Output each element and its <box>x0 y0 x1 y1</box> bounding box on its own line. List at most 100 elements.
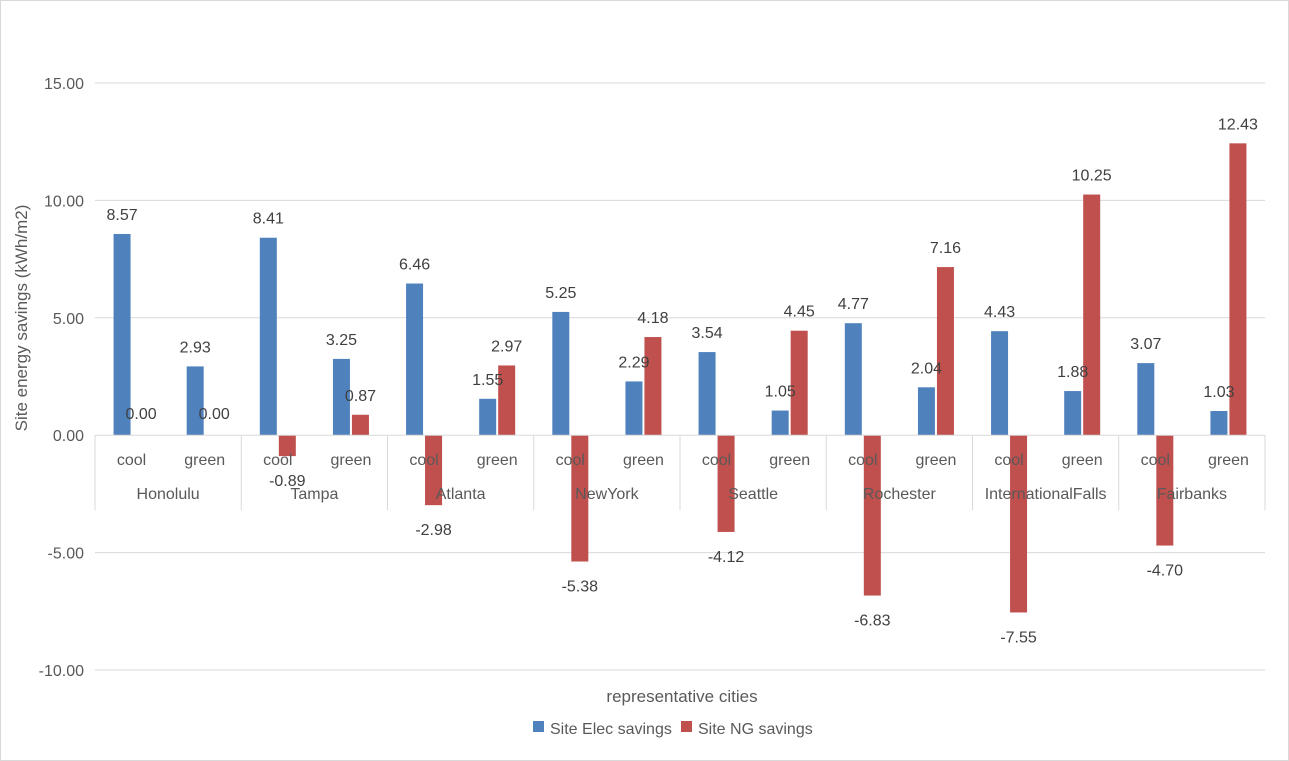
y-tick-label: -5.00 <box>48 546 85 563</box>
bar-ng <box>425 435 443 506</box>
city-label: NewYork <box>575 486 639 503</box>
bar-elec <box>1064 391 1082 436</box>
y-axis-title: Site energy savings (kWh/m2) <box>12 205 31 432</box>
bar-elec <box>552 311 570 436</box>
y-tick-label: 0.00 <box>53 428 84 445</box>
data-label-ng: 10.25 <box>1072 168 1112 185</box>
bar-elec <box>1210 411 1228 436</box>
bar-elec <box>698 352 716 436</box>
data-label-elec: 2.04 <box>911 360 942 377</box>
subcategory-label: cool <box>556 452 585 469</box>
subcategory-label: green <box>769 452 810 469</box>
data-label-ng: 12.43 <box>1218 116 1258 133</box>
subcategory-label: green <box>915 452 956 469</box>
data-label-ng: -2.98 <box>415 522 452 539</box>
data-label-elec: 8.41 <box>253 211 284 228</box>
gridlines <box>95 82 1265 671</box>
bar-ng <box>498 365 516 436</box>
bar-elec <box>917 387 935 436</box>
data-label-ng: 4.18 <box>637 310 668 327</box>
bar-ng <box>644 337 662 436</box>
y-tick-label: 10.00 <box>44 193 84 210</box>
y-tick-label: 15.00 <box>44 76 84 93</box>
data-label-elec: 1.88 <box>1057 364 1088 381</box>
bar-ng <box>278 435 296 457</box>
bar-elec <box>479 398 497 436</box>
data-label-elec: 3.07 <box>1130 336 1161 353</box>
legend-swatch-ng <box>681 721 692 732</box>
data-label-elec: 2.29 <box>618 354 649 371</box>
data-label-ng: -5.38 <box>562 579 599 596</box>
data-label-ng: 2.97 <box>491 338 522 355</box>
bar-elec <box>625 381 643 436</box>
data-label-ng: 7.16 <box>930 240 961 257</box>
subcategory-label: green <box>1208 452 1249 469</box>
bar-elec <box>259 237 277 436</box>
city-label: Seattle <box>728 486 778 503</box>
subcategory-label: green <box>330 452 371 469</box>
subcategory-label: cool <box>1141 452 1170 469</box>
data-label-ng: -7.55 <box>1000 629 1037 646</box>
data-label-ng: 0.00 <box>199 406 230 423</box>
data-label-ng: -0.89 <box>269 473 306 490</box>
bar-ng <box>1010 435 1028 613</box>
bar-ng <box>351 414 369 436</box>
data-label-elec: 3.25 <box>326 332 357 349</box>
data-label-elec: 1.03 <box>1203 384 1234 401</box>
subcategory-label: green <box>623 452 664 469</box>
city-label: Tampa <box>290 486 338 503</box>
bar-elec <box>186 366 204 436</box>
bar-elec <box>771 410 789 436</box>
subcategory-label: cool <box>409 452 438 469</box>
data-label-ng: -4.70 <box>1147 563 1184 580</box>
legend-label-ng: Site NG savings <box>698 721 813 738</box>
data-label-elec: 8.57 <box>106 207 137 224</box>
city-label: Fairbanks <box>1157 486 1227 503</box>
bar-elec <box>113 233 131 436</box>
city-label: Honolulu <box>137 486 200 503</box>
subcategory-label: cool <box>702 452 731 469</box>
y-tick-label: 5.00 <box>53 311 84 328</box>
data-label-ng: -6.83 <box>854 613 891 630</box>
data-label-elec: 1.05 <box>765 384 796 401</box>
bar-elec <box>406 283 424 436</box>
data-label-elec: 6.46 <box>399 257 430 274</box>
bar-ng <box>1156 435 1174 546</box>
bar-ng <box>790 330 808 436</box>
subcategory-label: cool <box>994 452 1023 469</box>
legend-label-elec: Site Elec savings <box>550 721 672 738</box>
bar-elec <box>844 323 862 436</box>
bar-ng <box>863 435 881 596</box>
bar-ng <box>717 435 735 532</box>
bars <box>113 143 1247 613</box>
bar-ng <box>1083 194 1101 436</box>
y-axis-tick-labels: 15.00 10.00 5.00 0.00 -5.00 -10.00 <box>39 76 84 680</box>
bar-elec <box>991 331 1009 436</box>
data-label-elec: 4.77 <box>838 296 869 313</box>
legend-swatch-elec <box>533 721 544 732</box>
bar-elec <box>1137 363 1155 436</box>
subcategory-label: green <box>184 452 225 469</box>
x-axis: cool green Honolulu cool green Tampa cool green… <box>94 434 1266 511</box>
x-axis-title: representative cities <box>606 687 757 706</box>
data-label-elec: 5.25 <box>545 285 576 302</box>
data-label-ng: -4.12 <box>708 549 745 566</box>
data-label-ng: 4.45 <box>784 304 815 321</box>
subcategory-label: cool <box>848 452 877 469</box>
bar-elec <box>332 358 350 436</box>
bar-ng <box>571 435 589 562</box>
data-label-elec: 1.55 <box>472 372 503 389</box>
y-tick-label: -10.00 <box>39 663 84 680</box>
data-label-elec: 4.43 <box>984 304 1015 321</box>
subcategory-label: cool <box>263 452 292 469</box>
data-label-ng: 0.00 <box>125 406 156 423</box>
data-label-ng: 0.87 <box>345 388 376 405</box>
bar-ng <box>936 267 954 436</box>
subcategory-label: green <box>477 452 518 469</box>
subcategory-label: cool <box>117 452 146 469</box>
data-label-elec: 3.54 <box>691 325 722 342</box>
legend: Site Elec savings Site NG savings <box>533 721 813 738</box>
bar-ng <box>1229 143 1247 436</box>
city-label: Rochester <box>863 486 937 503</box>
